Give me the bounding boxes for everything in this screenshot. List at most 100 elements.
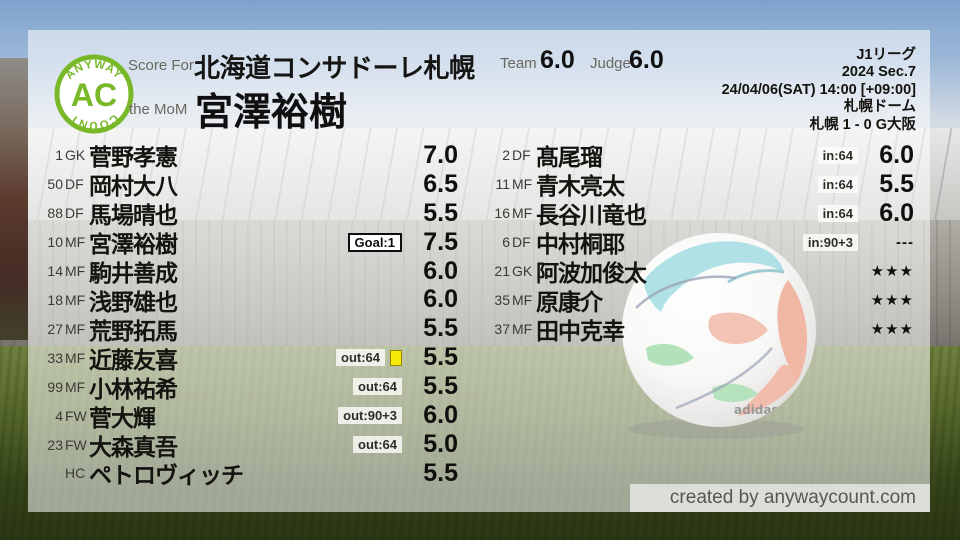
player-score: 5.0 (423, 430, 458, 459)
substitution-badge: out:64 (353, 436, 402, 454)
player-position: DF (512, 234, 531, 251)
player-number: 21 (494, 263, 510, 280)
player-number: 4 (55, 407, 63, 424)
player-number: 35 (494, 291, 510, 308)
player-score: ★★★ (870, 320, 914, 338)
substitution-badge: in:90+3 (802, 233, 858, 251)
match-info-section: 2024 Sec.7 (841, 64, 916, 81)
player-score: 6.0 (879, 140, 914, 169)
team-score-value: 6.0 (540, 46, 575, 74)
player-name: 小林祐希 (89, 375, 178, 402)
goal-badge: Goal:1 (347, 232, 402, 252)
player-position: HC (65, 465, 86, 482)
player-score: 7.0 (423, 140, 458, 169)
match-info: J1リーグ 2024 Sec.7 24/04/06(SAT) 14:00 [+0… (556, 47, 916, 134)
player-position: MF (65, 291, 86, 308)
starting-lineup-column: 1 GK 菅野孝憲 7.0 50 DF 岡村大八 6.5 88 DF 馬場晴也 5.5 10 MF 宮澤裕樹… (30, 141, 458, 488)
player-name: 宮澤裕樹 (89, 231, 178, 258)
team-name: 北海道コンサドーレ札幌 (194, 53, 475, 83)
player-score: 5.5 (423, 314, 458, 343)
player-name: 青木亮太 (536, 173, 625, 200)
substitution-badge: out:90+3 (338, 407, 402, 425)
substitution-badge: in:64 (817, 204, 858, 222)
logo-text-count: COUNT (68, 111, 119, 131)
player-score: 5.5 (423, 198, 458, 227)
player-name: 近藤友喜 (89, 346, 178, 373)
player-name: 長谷川竜也 (536, 202, 647, 229)
mom-label: the MoM (129, 101, 188, 118)
player-position: GK (65, 147, 86, 164)
player-name: 馬場晴也 (89, 202, 178, 229)
player-score: 6.0 (423, 285, 458, 314)
player-position: MF (65, 263, 86, 280)
player-position: MF (512, 176, 533, 193)
player-row: 33 MF 近藤友喜 out:64 5.5 (30, 343, 458, 373)
player-row: 6 DF 中村桐耶 in:90+3 --- (490, 228, 914, 257)
player-name: 駒井善成 (89, 260, 178, 287)
player-row: 27 MF 荒野拓馬 5.5 (30, 314, 458, 344)
player-score: 6.0 (423, 401, 458, 430)
substitution-badge: in:64 (817, 146, 858, 164)
player-position: MF (65, 234, 86, 251)
player-score: 5.5 (423, 372, 458, 401)
player-position: DF (512, 147, 531, 164)
player-name: 大森真吾 (89, 433, 178, 460)
player-position: DF (65, 176, 84, 193)
player-score: 7.5 (423, 227, 458, 256)
match-info-venue: 札幌ドーム (843, 99, 916, 116)
player-position: MF (512, 320, 533, 337)
substitutes-column: 2 DF 髙尾瑠 in:64 6.0 11 MF 青木亮太 in:64 5.5 16 MF 長谷川竜也 i… (490, 140, 914, 344)
player-row: 1 GK 菅野孝憲 7.0 (30, 140, 458, 171)
player-row: 35 MF 原康介 ★★★ (490, 286, 914, 315)
player-row: HC ペトロヴィッチ 5.5 (30, 458, 458, 489)
logo-text-ac: AC (71, 77, 117, 113)
player-number: 2 (502, 147, 510, 164)
player-name: 阿波加俊太 (536, 260, 647, 287)
player-row: 4 FW 菅大輝 out:90+3 6.0 (30, 401, 458, 431)
player-number: 23 (47, 436, 63, 453)
player-row: 88 DF 馬場晴也 5.5 (30, 198, 458, 229)
player-row: 16 MF 長谷川竜也 in:64 6.0 (490, 198, 914, 229)
player-score: ★★★ (870, 291, 914, 309)
substitution-badge: out:64 (353, 378, 402, 396)
player-row: 50 DF 岡村大八 6.5 (30, 169, 458, 200)
player-name: 菅野孝憲 (89, 144, 178, 171)
player-number: 37 (494, 320, 510, 337)
stadium-left-structure (0, 58, 28, 340)
player-number: 99 (47, 378, 63, 395)
player-name: 菅大輝 (89, 404, 156, 431)
player-name: 中村桐耶 (536, 231, 625, 258)
player-score: 5.5 (423, 343, 458, 372)
player-name: 岡村大八 (89, 173, 178, 200)
player-name: 浅野雄也 (89, 288, 178, 315)
player-score: --- (896, 233, 914, 251)
player-score: 5.5 (879, 169, 914, 198)
credit-text: created by anywaycount.com (669, 487, 916, 508)
player-row: 2 DF 髙尾瑠 in:64 6.0 (490, 140, 914, 171)
player-number: 18 (47, 291, 63, 308)
player-score: 6.0 (423, 256, 458, 285)
player-number: 50 (47, 176, 63, 193)
yellow-card-icon (390, 349, 402, 366)
match-info-result: 札幌 1 - 0 G大阪 (809, 116, 916, 133)
player-row: 18 MF 浅野雄也 6.0 (30, 285, 458, 315)
content-panel (28, 30, 930, 512)
player-score: 6.5 (423, 169, 458, 198)
player-number: 14 (47, 263, 63, 280)
player-number: 11 (495, 176, 510, 193)
player-score: ★★★ (870, 263, 914, 281)
score-for-label: Score For (128, 57, 194, 74)
player-name: 髙尾瑠 (536, 144, 603, 171)
player-row: 10 MF 宮澤裕樹 Goal:1 7.5 (30, 227, 458, 258)
player-score: 5.5 (423, 458, 458, 487)
player-position: DF (65, 205, 84, 222)
player-position: MF (65, 349, 86, 366)
team-score-label: Team (500, 55, 537, 72)
match-info-competition: J1リーグ (856, 47, 916, 63)
player-score: 6.0 (879, 198, 914, 227)
anywaycount-logo: ANYWAY COUNT AC (54, 54, 134, 134)
player-number: 33 (47, 349, 63, 366)
player-position: MF (65, 378, 86, 395)
mom-name: 宮澤裕樹 (195, 92, 348, 134)
player-row: 37 MF 田中克幸 ★★★ (490, 314, 914, 344)
